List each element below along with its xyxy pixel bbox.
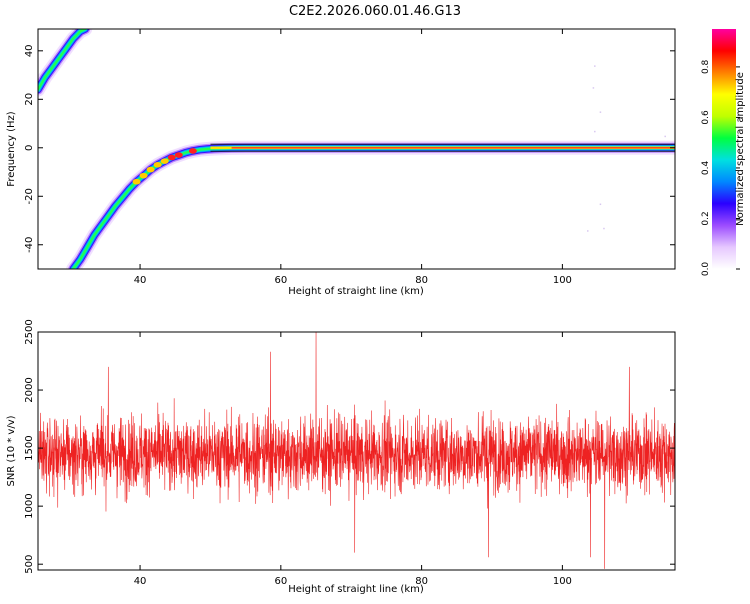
spectrogram-hot-spot	[160, 158, 169, 164]
spectrogram-speckle	[603, 227, 605, 230]
x-tick-label: 40	[134, 576, 147, 587]
x-tick-label: 40	[134, 275, 147, 286]
colorbar-tick-label: 0.2	[701, 211, 711, 225]
spectrogram-x-ticks: 40 60 80 100	[134, 29, 572, 286]
colorbar-tick-label: 0.0	[701, 262, 711, 277]
spectrogram-hot-spot	[174, 152, 183, 158]
snr-panel: 40 60 80 100 500 1000 1500 2000 2500 Height of …	[6, 319, 676, 595]
spectrogram-trace-0-layer-5	[38, 29, 87, 91]
colorbar-label: Normalized spectral amplitude	[735, 72, 746, 226]
x-tick-label: 80	[415, 275, 428, 286]
x-tick-label: 100	[553, 576, 572, 587]
colorbar-gradient	[712, 29, 736, 269]
spectrogram-speckle	[599, 111, 602, 113]
spectrogram-speckle	[599, 203, 602, 206]
y-tick-label: 2500	[24, 319, 35, 344]
snr-y-label: SNR (10 * v/v)	[6, 415, 17, 486]
figure-title: C2E2.2026.060.01.46.G13	[289, 4, 461, 19]
y-tick-label: -20	[24, 188, 35, 204]
colorbar-tick-label: 0.6	[701, 110, 711, 125]
spectrogram-hot-spot	[153, 161, 162, 168]
colorbar-tick-label: 0.8	[701, 59, 711, 74]
spectrogram-hot-spot	[146, 166, 155, 173]
y-tick-label: 1500	[24, 435, 35, 460]
spectrogram-hot-spot	[132, 178, 141, 185]
spectrogram-speckle	[592, 87, 595, 89]
spectrogram-speckle	[664, 135, 666, 138]
spectrogram-y-ticks: -40 -20 0 20 40	[24, 44, 675, 253]
x-tick-label: 60	[274, 275, 287, 286]
spectrogram-panel: 40 60 80 100 -40 -20 0 20 40 Height of straight…	[6, 28, 676, 297]
colorbar-ticks: 0.0 0.2 0.4 0.6 0.8	[701, 59, 740, 276]
spectrogram-traces	[38, 29, 675, 269]
y-tick-label: 0	[24, 145, 35, 151]
snr-frame	[37, 331, 676, 571]
y-tick-label: 20	[24, 93, 35, 106]
spectrogram-hot-spot	[188, 148, 197, 154]
snr-series-line	[38, 332, 675, 569]
spectrogram-hot-spot	[139, 172, 148, 179]
x-tick-label: 100	[553, 275, 572, 286]
spectrogram-speckle	[594, 65, 596, 67]
spectrogram-speckle	[594, 130, 596, 133]
y-tick-label: -40	[24, 237, 35, 253]
colorbar: 0.0 0.2 0.4 0.6 0.8 Normalized spectral ampl…	[701, 29, 746, 276]
x-tick-label: 60	[274, 576, 287, 587]
y-tick-label: 40	[24, 44, 35, 57]
y-tick-label: 500	[24, 555, 35, 574]
spectrogram-frame	[37, 28, 676, 270]
spectrogram-x-label: Height of straight line (km)	[288, 286, 424, 297]
y-tick-label: 2000	[24, 377, 35, 402]
colorbar-tick-label: 0.4	[701, 161, 711, 176]
spectrogram-speckle	[587, 230, 589, 232]
spectrogram-hot-spot	[167, 154, 176, 161]
snr-x-ticks: 40 60 80 100	[134, 332, 572, 587]
snr-y-ticks: 500 1000 1500 2000 2500	[24, 319, 675, 574]
spectrogram-y-label: Frequency (Hz)	[6, 111, 17, 187]
snr-x-label: Height of straight line (km)	[288, 584, 424, 595]
x-tick-label: 80	[415, 576, 428, 587]
y-tick-label: 1000	[24, 493, 35, 518]
